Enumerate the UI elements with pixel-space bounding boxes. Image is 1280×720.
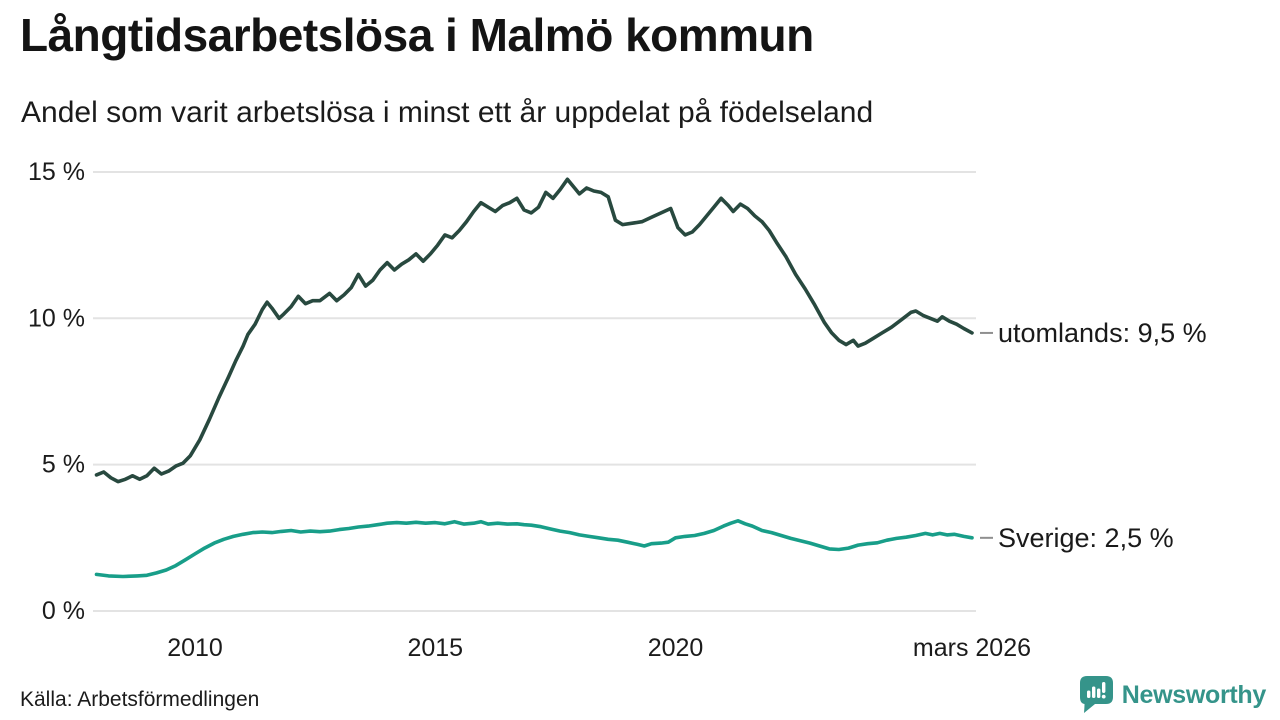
y-axis-label-10: 10 % (28, 304, 85, 332)
x-axis-label-2020: 2020 (648, 634, 704, 662)
x-axis-label-2015: 2015 (407, 634, 463, 662)
series-label-sverige: Sverige: 2,5 % (998, 523, 1174, 553)
series-line-utomlands (94, 177, 974, 484)
y-axis-label-0: 0 % (42, 597, 85, 625)
newsworthy-brand: Newsworthy (1079, 676, 1267, 714)
page-title: Långtidsarbetslösa i Malmö kommun (20, 9, 814, 61)
y-axis-label-15: 15 % (28, 158, 85, 186)
series-line-sverige (94, 518, 974, 579)
chart-subtitle: Andel som varit arbetslösa i minst ett å… (21, 96, 874, 129)
x-axis-label-2010: 2010 (167, 634, 223, 662)
newsworthy-logo-icon (1079, 676, 1113, 714)
newsworthy-wordmark: Newsworthy (1121, 680, 1267, 709)
y-axis-label-5: 5 % (42, 451, 85, 479)
x-axis-label-mars-2026: mars 2026 (913, 634, 1031, 662)
series-label-utomlands: utomlands: 9,5 % (998, 318, 1207, 348)
source-note: Källa: Arbetsförmedlingen (20, 688, 260, 711)
